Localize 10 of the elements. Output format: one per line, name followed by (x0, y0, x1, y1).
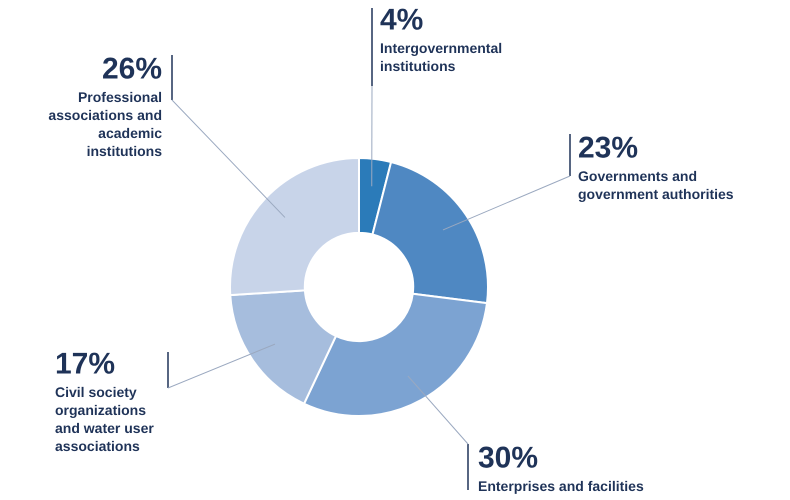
slice-label: Governments and government authorities (578, 168, 734, 202)
slice-label: Enterprises and facilities (478, 478, 644, 494)
slice-label: Intergovernmental institutions (380, 40, 502, 74)
data-label: 26% (102, 52, 162, 86)
data-label: 4% (380, 3, 424, 36)
slice-label: Professional associations and academic institutions (48, 88, 162, 159)
data-label: 30% (478, 441, 538, 474)
data-label: 23% (578, 131, 638, 164)
slice-label: Civil society organizations and water user associations (55, 384, 154, 454)
data-label: 17% (55, 347, 116, 380)
